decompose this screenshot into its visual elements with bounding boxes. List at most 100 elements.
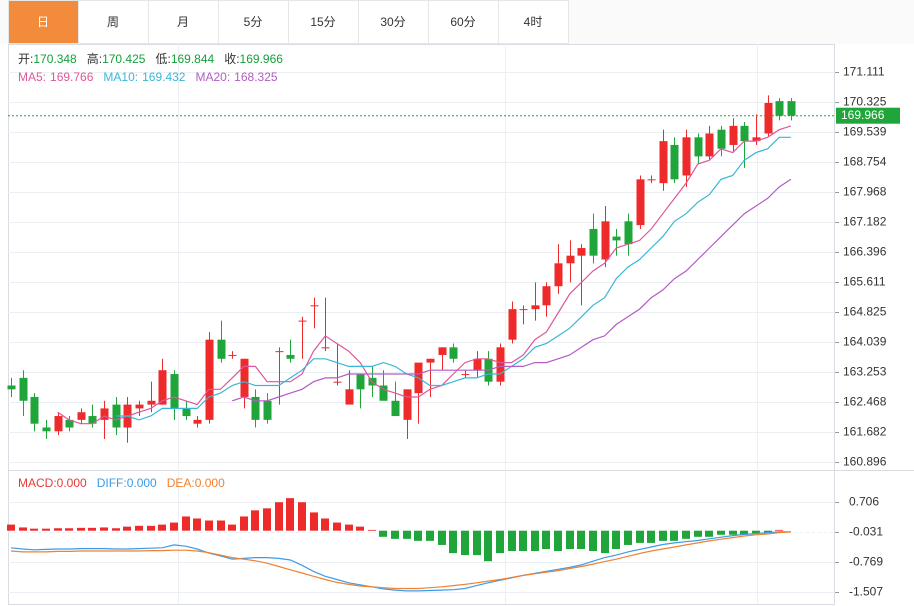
macd-bar — [7, 524, 15, 531]
tab[interactable] — [358, 0, 429, 44]
tab[interactable] — [148, 0, 219, 44]
candle-body — [449, 347, 458, 359]
macd-bar — [88, 527, 96, 531]
candle-body — [577, 248, 586, 256]
macd-bar — [542, 530, 550, 550]
tab[interactable] — [218, 0, 289, 44]
ma-legend-label: MA10: — [103, 70, 138, 84]
macd-bar — [251, 510, 259, 531]
labels: 171.111 170.325 169.539 168.754 167.968 167.1… — [18, 51, 900, 599]
y-tick-label: 167.182 — [843, 215, 887, 229]
macd-bar — [345, 524, 353, 531]
tab-label[interactable]: 日 — [37, 15, 49, 29]
candle-body — [193, 419, 202, 424]
macd-bar — [729, 530, 737, 535]
macd-bar — [193, 518, 201, 531]
tab[interactable] — [498, 0, 569, 44]
macd-bar — [391, 530, 399, 539]
macd-bar — [403, 530, 411, 539]
macd-bar — [158, 524, 166, 531]
candle-body — [764, 102, 773, 134]
y-tick-label: 163.253 — [843, 365, 887, 379]
tab-label[interactable]: 5分 — [244, 15, 263, 29]
macd-bar — [670, 530, 678, 541]
candle-body — [659, 141, 668, 184]
plot-frame — [8, 44, 835, 605]
tab-label[interactable]: 15分 — [310, 15, 335, 29]
macd-bar — [321, 518, 329, 531]
tab-label[interactable]: 周 — [107, 15, 119, 29]
candle-body — [135, 404, 144, 409]
candle-body — [42, 427, 51, 432]
macd-bar — [566, 530, 574, 550]
candle-body — [589, 228, 598, 256]
macd-bar — [414, 530, 422, 541]
macd-bar — [286, 498, 294, 531]
macd-bar — [519, 530, 527, 552]
candle-body — [531, 305, 540, 310]
candle-body — [100, 408, 109, 420]
macd-bar — [508, 530, 516, 552]
y-tick-label: 162.468 — [843, 395, 887, 409]
candle-body — [333, 381, 342, 383]
candle-body — [636, 179, 645, 226]
macd-bar — [112, 528, 120, 531]
macd-legend-label: DIFF: — [97, 476, 127, 490]
macd-bar — [310, 512, 318, 531]
macd-bar — [228, 524, 236, 531]
tab[interactable] — [78, 0, 149, 44]
candle-body — [310, 305, 319, 307]
candle-body — [240, 358, 249, 397]
candle-body — [705, 133, 714, 157]
y-tick-label: 166.396 — [843, 245, 887, 259]
candle-body — [426, 358, 435, 363]
macd-bar — [275, 502, 283, 531]
dea-line — [10, 531, 791, 590]
macd-bar — [298, 502, 306, 531]
readout: 开:170.348 高:170.425 低:169.844 收:169.966 — [18, 51, 283, 66]
macd-bar — [182, 516, 190, 531]
tab[interactable] — [8, 0, 79, 44]
tab-label[interactable]: 月 — [177, 15, 189, 29]
macd-bar — [473, 530, 481, 556]
macd-bar — [217, 520, 225, 531]
candle-body — [403, 389, 412, 420]
candle-body — [263, 400, 272, 420]
y-tick-label: 168.754 — [843, 155, 887, 169]
macd-legend-value: 0.000 — [195, 476, 225, 490]
y-tick-label: 167.968 — [843, 185, 887, 199]
candle-body — [438, 347, 447, 355]
macd-bar — [577, 530, 585, 550]
candle-body — [19, 377, 28, 401]
candle-body — [30, 396, 39, 424]
macd-bar — [77, 527, 85, 531]
macd-bar — [135, 525, 143, 531]
y-tick-label: -0.031 — [849, 525, 883, 539]
ma-legend: MA5: 169.766 MA10: 169.432 MA20: 168.325 — [18, 70, 278, 84]
readout-label: 低: — [155, 52, 170, 66]
candle-body — [228, 354, 237, 356]
macd-bar — [426, 530, 434, 541]
candle-body — [7, 385, 16, 390]
y-tick-label: 160.896 — [843, 455, 887, 469]
candle-body — [345, 389, 354, 405]
tab-label[interactable]: 4时 — [524, 15, 543, 29]
candle-body — [170, 374, 179, 409]
macd-legend-label: MACD: — [18, 476, 57, 490]
macd-legend: MACD:0.000 DIFF:0.000 DEA:0.000 — [18, 476, 225, 490]
readout-value: 169.966 — [240, 52, 284, 66]
y-tick-label: 161.682 — [843, 425, 887, 439]
marks — [7, 95, 835, 592]
tab-label[interactable]: 30分 — [380, 15, 405, 29]
macd-legend-value: 0.000 — [57, 476, 87, 490]
macd-bar — [554, 530, 562, 552]
tab[interactable] — [288, 0, 359, 44]
candle-body — [647, 179, 656, 181]
macd-bar — [601, 530, 609, 554]
tab-label[interactable]: 60分 — [450, 15, 475, 29]
macd-bar — [30, 528, 38, 531]
y-tick-label: 0.706 — [849, 495, 879, 509]
y-tick-label: 164.825 — [843, 305, 887, 319]
macd-bar — [647, 530, 655, 543]
macd-bar — [65, 528, 73, 531]
